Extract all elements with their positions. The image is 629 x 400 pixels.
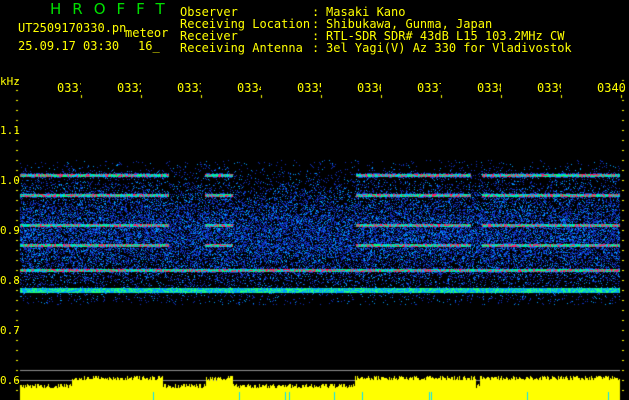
mode-label: meteor xyxy=(125,26,169,40)
receiver-value: RTL-SDR SDR# 43dB L15 103.2MHz CW xyxy=(326,29,565,43)
y-tick-label: 0.8 xyxy=(0,274,20,287)
location-label: Receiving Location xyxy=(180,17,311,31)
x-tick-label: 0333 xyxy=(177,81,201,95)
x-tick-label: 0340 xyxy=(597,81,626,95)
x-tick-label: 0331 xyxy=(57,81,81,95)
y-tick-label: 1.0 xyxy=(0,174,20,187)
y-tick-label: 0.7 xyxy=(0,324,20,337)
y-unit-label: kHz xyxy=(0,75,20,88)
observer-value: Masaki Kano xyxy=(326,5,406,19)
x-tick-label: 0339 xyxy=(537,81,561,95)
x-tick-label: 0334 xyxy=(237,81,261,95)
antenna-label: Receiving Antenna xyxy=(180,41,303,55)
y-tick-label: 0.9 xyxy=(0,224,20,237)
x-tick-label: 0332 xyxy=(117,81,141,95)
observer-label: Observer xyxy=(180,5,238,19)
location-value: Shibukawa, Gunma, Japan xyxy=(326,17,493,31)
y-tick-label: 1.1 xyxy=(0,124,20,137)
receiver-label: Receiver xyxy=(180,29,238,43)
x-tick-label: 0338 xyxy=(477,81,501,95)
y-tick-label: 0.6 xyxy=(0,374,20,387)
datetime: 25.09.17 03:30 xyxy=(18,39,120,53)
file-name: UT2509170330.pn xyxy=(18,21,127,35)
antenna-value: 3el Yagi(V) Az 330 for Vladivostok xyxy=(326,41,572,55)
x-tick-label: 0335 xyxy=(297,81,321,95)
app-title: HROFFT xyxy=(50,0,176,18)
x-tick-label: 0336 xyxy=(357,81,381,95)
x-tick-label: 0337 xyxy=(417,81,441,95)
count: 16_ xyxy=(138,39,160,53)
